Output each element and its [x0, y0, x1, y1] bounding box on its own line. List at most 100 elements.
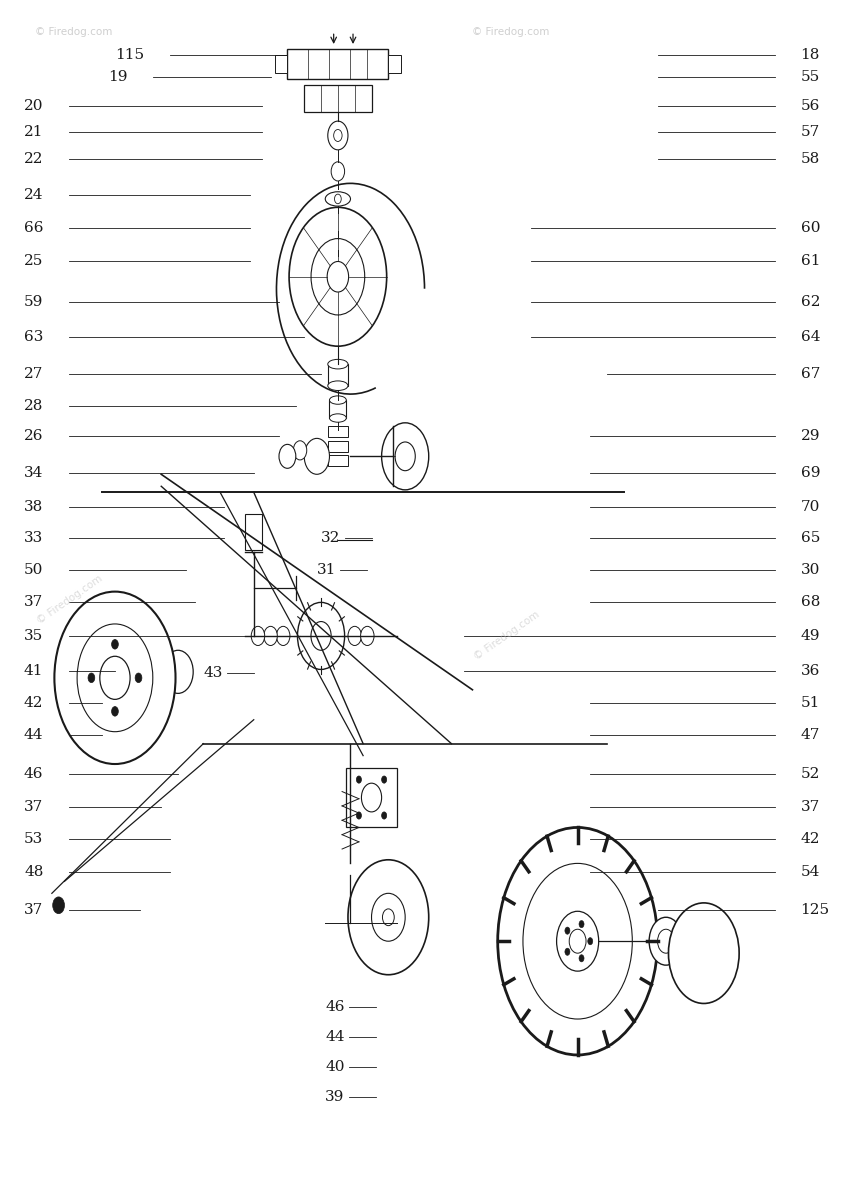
Text: 67: 67 [801, 367, 820, 380]
Circle shape [361, 784, 381, 812]
Circle shape [327, 262, 349, 292]
Circle shape [381, 812, 387, 820]
Circle shape [579, 955, 584, 962]
Circle shape [297, 602, 344, 670]
Circle shape [54, 592, 176, 764]
Bar [327, 440, 348, 451]
Text: 65: 65 [801, 530, 820, 545]
Text: 66: 66 [24, 221, 43, 235]
Circle shape [304, 438, 329, 474]
Text: 37: 37 [801, 800, 820, 814]
Circle shape [649, 917, 683, 965]
Text: 125: 125 [801, 904, 830, 917]
Circle shape [569, 929, 586, 953]
Text: 20: 20 [24, 98, 43, 113]
Circle shape [111, 707, 118, 716]
Circle shape [289, 208, 387, 346]
Text: 44: 44 [24, 728, 43, 743]
Circle shape [327, 121, 348, 150]
Text: © Firedog.com: © Firedog.com [473, 26, 549, 37]
Circle shape [579, 920, 584, 928]
Bar [327, 364, 348, 385]
Circle shape [381, 422, 429, 490]
Text: 21: 21 [24, 125, 43, 139]
Text: 56: 56 [801, 98, 820, 113]
Bar [304, 85, 371, 112]
Text: 18: 18 [801, 48, 820, 61]
Text: 34: 34 [24, 466, 43, 480]
Bar [327, 426, 348, 437]
Circle shape [294, 440, 306, 460]
Circle shape [277, 626, 290, 646]
Circle shape [331, 162, 344, 181]
Text: 64: 64 [801, 330, 820, 343]
Text: 40: 40 [325, 1060, 344, 1074]
Circle shape [668, 902, 739, 1003]
Text: 58: 58 [801, 152, 820, 167]
Circle shape [100, 656, 130, 700]
Text: 19: 19 [108, 70, 127, 84]
Circle shape [523, 863, 632, 1019]
Bar [246, 514, 262, 550]
Text: 37: 37 [24, 800, 43, 814]
Circle shape [348, 626, 361, 646]
Text: 35: 35 [24, 629, 43, 643]
Text: 25: 25 [24, 254, 43, 268]
Circle shape [382, 908, 394, 925]
Text: 52: 52 [801, 767, 820, 780]
Ellipse shape [328, 215, 347, 232]
Bar [327, 455, 348, 466]
Text: 24: 24 [24, 188, 43, 203]
Text: 47: 47 [801, 728, 820, 743]
Circle shape [52, 896, 64, 913]
Text: 33: 33 [24, 530, 43, 545]
Circle shape [395, 442, 415, 470]
Text: 54: 54 [801, 865, 820, 878]
Ellipse shape [327, 359, 348, 368]
Text: 60: 60 [801, 221, 820, 235]
Text: 32: 32 [321, 530, 340, 545]
Text: 27: 27 [24, 367, 43, 380]
Circle shape [252, 626, 265, 646]
Text: 22: 22 [24, 152, 43, 167]
Text: 57: 57 [801, 125, 820, 139]
Circle shape [356, 776, 361, 784]
Text: 68: 68 [801, 595, 820, 610]
Circle shape [360, 626, 374, 646]
Text: 48: 48 [24, 865, 43, 878]
Ellipse shape [325, 239, 350, 251]
Circle shape [264, 626, 278, 646]
Circle shape [135, 673, 142, 683]
Circle shape [381, 776, 387, 784]
Circle shape [333, 130, 342, 142]
Circle shape [371, 893, 405, 941]
Circle shape [77, 624, 153, 732]
Circle shape [657, 929, 674, 953]
Text: 41: 41 [24, 664, 43, 678]
Text: 115: 115 [116, 48, 144, 61]
Text: 26: 26 [24, 428, 43, 443]
Text: 46: 46 [24, 767, 43, 780]
Circle shape [348, 859, 429, 974]
Text: © Firedog.com: © Firedog.com [473, 610, 542, 662]
Text: 38: 38 [24, 499, 43, 514]
Text: 30: 30 [801, 563, 820, 577]
Circle shape [334, 194, 341, 204]
Text: 43: 43 [203, 666, 223, 680]
Bar [388, 55, 401, 73]
Circle shape [565, 928, 570, 935]
Circle shape [556, 911, 598, 971]
Text: 42: 42 [24, 696, 43, 710]
Bar [346, 768, 397, 828]
Ellipse shape [327, 380, 348, 390]
Circle shape [356, 812, 361, 820]
Text: 59: 59 [24, 295, 43, 308]
Text: 62: 62 [801, 295, 820, 308]
Circle shape [111, 640, 118, 649]
Circle shape [565, 948, 570, 955]
Text: © Firedog.com: © Firedog.com [35, 574, 104, 626]
Circle shape [311, 622, 331, 650]
Text: 37: 37 [24, 595, 43, 610]
Bar [275, 55, 288, 73]
Circle shape [163, 650, 193, 694]
